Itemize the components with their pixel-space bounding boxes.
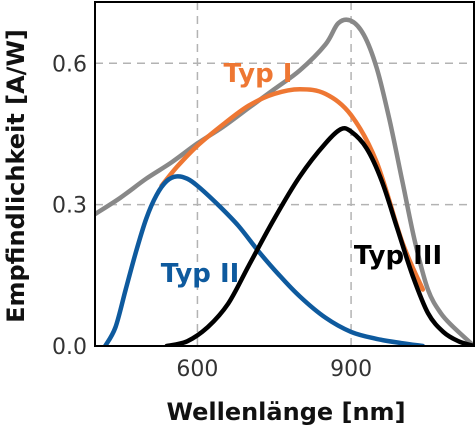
y-tick-label: 0.0 [52,335,87,360]
x-axis-label: Wellenlänge [nm] [166,398,405,426]
x-tick-label: 900 [330,357,372,382]
y-axis-label: Empfindlichkeit [A/W] [2,29,30,323]
series-label-typ-i: Typ I [224,59,293,89]
y-tick-label: 0.3 [52,194,87,219]
series-line-reference [95,17,474,346]
tick-labels: 600 900 0.0 0.3 0.6 [52,52,372,382]
series-label-typ-ii: Typ II [161,259,240,289]
series-labels: Typ I Typ II Typ III [161,59,442,289]
series-line-typ-iii [164,126,474,346]
x-tick-label: 600 [176,357,218,382]
series-line-typ-ii [102,174,426,346]
y-tick-label: 0.6 [52,52,87,77]
plot-frame [94,1,475,347]
series-label-typ-iii: Typ III [354,241,442,271]
series-lines [95,17,474,346]
